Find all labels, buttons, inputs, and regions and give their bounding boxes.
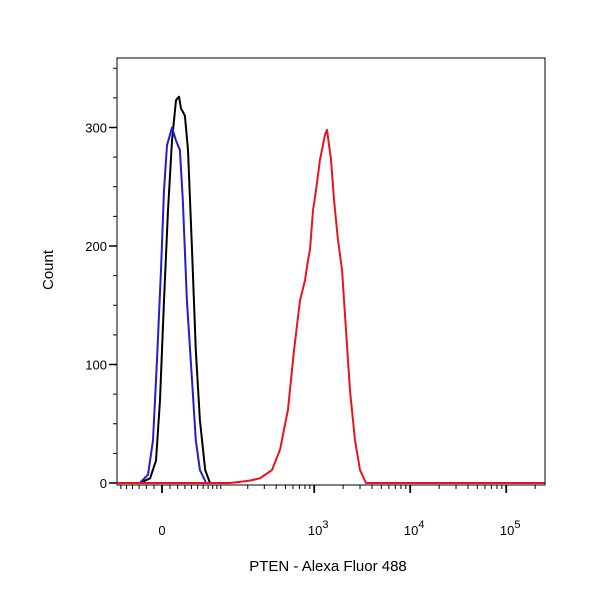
y-tick-label: 200 bbox=[85, 239, 107, 254]
x-tick-label: 103 bbox=[308, 519, 329, 538]
x-tick-label: 0 bbox=[158, 523, 165, 538]
histogram-series-1 bbox=[116, 126, 208, 484]
histogram-series-2 bbox=[116, 128, 545, 484]
y-tick-label: 300 bbox=[85, 121, 107, 136]
y-axis: 0 100 200 300 bbox=[85, 67, 117, 491]
y-tick-label: 100 bbox=[85, 358, 107, 373]
series-group bbox=[116, 95, 545, 484]
x-axis-title: PTEN - Alexa Fluor 488 bbox=[249, 558, 407, 575]
x-axis: 0 103 104 105 bbox=[120, 485, 536, 538]
plot-frame bbox=[116, 57, 546, 486]
x-tick-label: 104 bbox=[404, 519, 425, 538]
x-tick-label: 105 bbox=[500, 519, 521, 538]
histogram-series-0 bbox=[116, 95, 211, 484]
y-tick-label: 0 bbox=[100, 476, 107, 491]
y-axis-title: Count bbox=[40, 249, 57, 290]
